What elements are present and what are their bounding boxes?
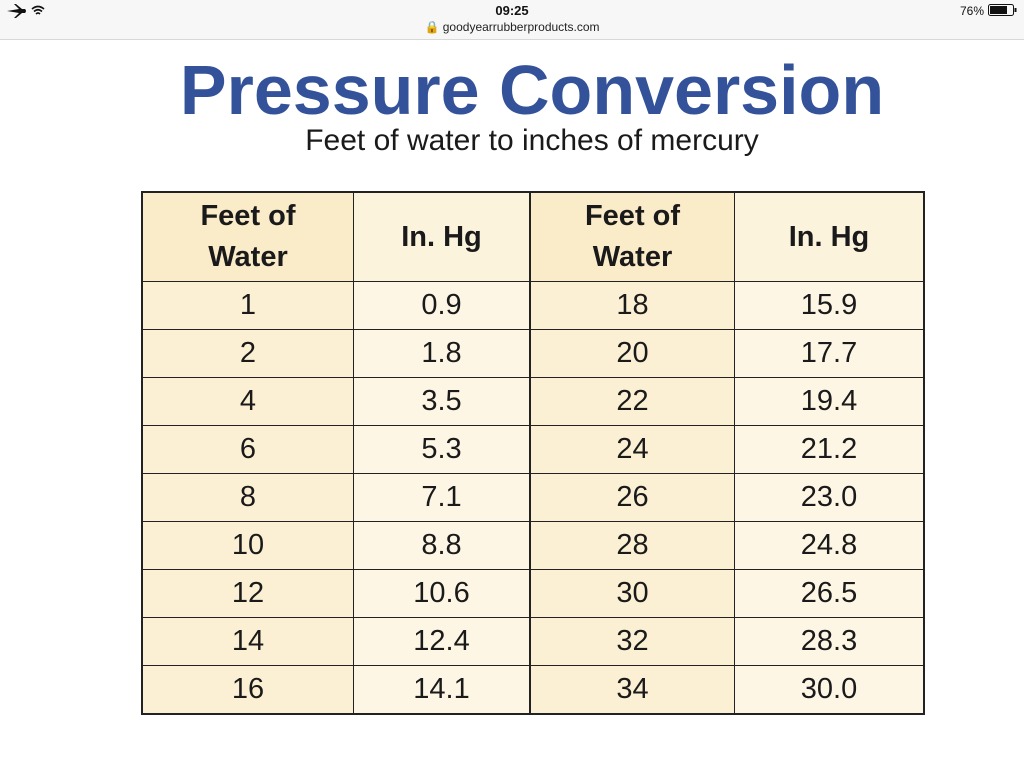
table-cell: 10 xyxy=(141,521,354,570)
table-cell: 14 xyxy=(141,617,354,666)
table-row: 14 12.4 32 28.3 xyxy=(141,617,925,666)
table-cell: 8.8 xyxy=(353,521,531,570)
table-cell: 1.8 xyxy=(353,329,531,378)
table-cell: 19.4 xyxy=(734,377,925,426)
table-cell: 24 xyxy=(529,425,735,474)
header-cell: Feet of Water xyxy=(529,191,735,282)
table-cell: 26 xyxy=(529,473,735,522)
table-cell: 3.5 xyxy=(353,377,531,426)
table-row: 6 5.3 24 21.2 xyxy=(141,425,925,474)
table-cell: 15.9 xyxy=(734,281,925,330)
url[interactable]: 🔒 goodyearrubberproducts.com xyxy=(424,20,600,34)
url-text: goodyearrubberproducts.com xyxy=(442,20,600,34)
header-text: Feet of Water xyxy=(584,200,681,273)
table-cell: 10.6 xyxy=(353,569,531,618)
header-row: Feet of Water In. Hg Feet of Water In. Hg xyxy=(141,191,925,282)
table-row: 16 14.1 34 30.0 xyxy=(141,665,925,715)
table-row: 1 0.9 18 15.9 xyxy=(141,281,925,330)
table-cell: 28 xyxy=(529,521,735,570)
table-cell: 1 xyxy=(141,281,354,330)
table-cell: 20 xyxy=(529,329,735,378)
battery-percent: 76% xyxy=(959,4,984,18)
table-cell: 18 xyxy=(529,281,735,330)
header-cell: In. Hg xyxy=(734,191,925,282)
table-cell: 23.0 xyxy=(734,473,925,522)
header-text: Feet of Water xyxy=(200,200,296,273)
table-cell: 32 xyxy=(529,617,735,666)
table-row: 4 3.5 22 19.4 xyxy=(141,377,925,426)
status-icons xyxy=(7,4,45,18)
header-text: In. Hg xyxy=(401,220,482,253)
table-row: 10 8.8 28 24.8 xyxy=(141,521,925,570)
table-cell: 17.7 xyxy=(734,329,925,378)
table-cell: 7.1 xyxy=(353,473,531,522)
battery-icon xyxy=(988,4,1017,16)
table-cell: 12.4 xyxy=(353,617,531,666)
table-cell: 34 xyxy=(529,665,735,715)
table-cell: 12 xyxy=(141,569,354,618)
table-cell: 24.8 xyxy=(734,521,925,570)
table-row: 12 10.6 30 26.5 xyxy=(141,569,925,618)
table-cell: 14.1 xyxy=(353,665,531,715)
table-cell: 8 xyxy=(141,473,354,522)
subtitle: Feet of water to inches of mercury xyxy=(305,124,759,157)
status-bar: 09:25 🔒 goodyearrubberproducts.com 76% xyxy=(0,0,1024,40)
header-cell: Feet of Water xyxy=(141,191,354,282)
time: 09:25 xyxy=(495,3,529,18)
table-cell: 4 xyxy=(141,377,354,426)
table-cell: 0.9 xyxy=(353,281,531,330)
table-cell: 6 xyxy=(141,425,354,474)
table-cell: 30 xyxy=(529,569,735,618)
title: Pressure Conversion xyxy=(179,51,885,129)
table-cell: 21.2 xyxy=(734,425,925,474)
table-cell: 16 xyxy=(141,665,354,715)
table-cell: 30.0 xyxy=(734,665,925,715)
table-row: 8 7.1 26 23.0 xyxy=(141,473,925,522)
table-cell: 28.3 xyxy=(734,617,925,666)
table-cell: 2 xyxy=(141,329,354,378)
table-cell: 26.5 xyxy=(734,569,925,618)
table-cell: 5.3 xyxy=(353,425,531,474)
header-text: In. Hg xyxy=(788,220,870,253)
conversion-table: Feet of Water In. Hg Feet of Water In. Hg 1… xyxy=(141,191,925,715)
table-cell: 22 xyxy=(529,377,735,426)
header-cell: In. Hg xyxy=(353,191,531,282)
table-body: 1 0.9 18 15.9 2 1.8 20 17.7 4 3.5 22 19.4 6 5.3 24 21.2… xyxy=(141,281,925,715)
table-row: 2 1.8 20 17.7 xyxy=(141,329,925,378)
